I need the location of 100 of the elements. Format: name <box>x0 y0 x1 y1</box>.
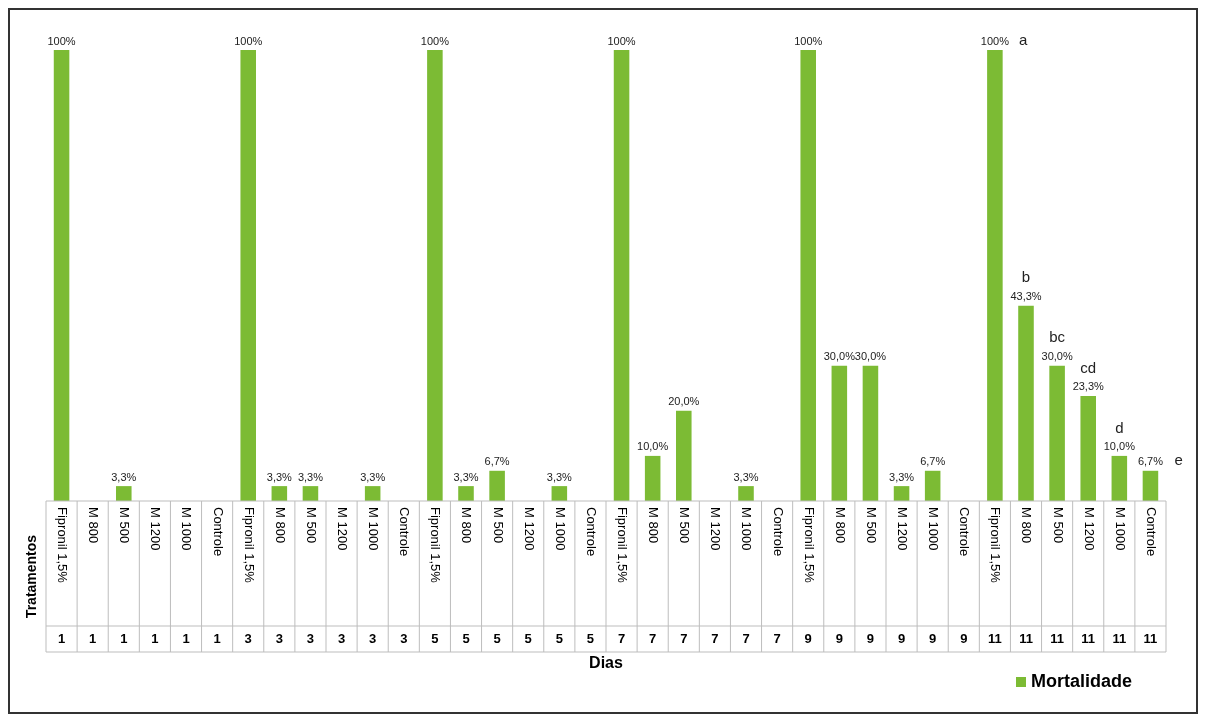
text: 9 <box>960 630 968 646</box>
x-tick-label: M 800 <box>1019 507 1035 544</box>
x-tick-label: M 1000 <box>366 507 382 551</box>
x-tick-label: M 800 <box>272 507 288 544</box>
data-label: 3,3% <box>111 470 137 483</box>
text: 3 <box>275 630 283 646</box>
text: 1 <box>57 630 66 646</box>
text: 1 <box>182 630 190 646</box>
text: 3 <box>400 630 408 646</box>
bar <box>613 50 630 501</box>
text: 7 <box>617 630 626 646</box>
data-label: 100% <box>234 34 263 47</box>
bar <box>364 486 381 501</box>
x-tick-label: Controle <box>397 507 413 557</box>
data-label: 6,7% <box>920 455 946 468</box>
x-tick-label: M 1200 <box>1081 507 1097 551</box>
data-label: 100% <box>47 34 76 47</box>
data-label: 100% <box>794 34 823 47</box>
x-tick-label: M 1000 <box>1112 507 1128 551</box>
data-label: 100% <box>420 34 450 47</box>
x-tick-label: M 800 <box>86 507 102 544</box>
x-tick-label: Fipronil 1,5% <box>801 507 817 584</box>
text: 1 <box>89 630 97 646</box>
text: 5 <box>462 630 470 646</box>
x-tick-label: M 500 <box>303 507 319 544</box>
y-axis-title: Tratamentos <box>22 534 39 619</box>
text: 7 <box>711 630 719 646</box>
annotation: d <box>1115 418 1124 436</box>
x-axis-title: Dias <box>589 654 623 672</box>
data-label: 30,0% <box>1041 350 1073 363</box>
bar <box>800 50 816 501</box>
text: 5 <box>493 630 501 646</box>
text: 5 <box>555 630 563 646</box>
data-label: 3,3% <box>889 470 915 483</box>
data-label: 20,0% <box>668 395 700 408</box>
annotation: cd <box>1080 358 1097 376</box>
annotation: bc <box>1049 328 1066 346</box>
bar <box>987 50 1003 501</box>
text: 1 <box>151 630 159 646</box>
x-tick-label: M 1000 <box>552 507 568 551</box>
bar <box>1111 455 1128 501</box>
bar <box>644 455 661 501</box>
data-label: 30,0% <box>823 350 856 363</box>
data-label: 3,3% <box>733 470 759 483</box>
x-tick-label: M 500 <box>117 507 133 544</box>
text: 3 <box>369 630 377 646</box>
bar <box>53 50 70 501</box>
bar <box>738 486 754 501</box>
text: 11 <box>1143 630 1158 646</box>
x-tick-label: Controle <box>583 507 599 557</box>
data-label: 3,3% <box>453 470 479 483</box>
text: 1 <box>213 630 221 646</box>
data-label: 3,3% <box>297 470 324 483</box>
bar <box>458 486 474 501</box>
x-tick-label: Fipronil 1,5% <box>54 507 70 584</box>
bar <box>676 410 692 501</box>
bar <box>893 486 910 501</box>
text: 9 <box>835 630 843 646</box>
annotation: b <box>1021 268 1031 286</box>
data-label: 30,0% <box>854 350 887 363</box>
bar <box>427 50 443 501</box>
bar <box>1018 305 1034 501</box>
x-tick-label: M 1200 <box>334 507 350 551</box>
x-tick-label: M 800 <box>646 507 662 544</box>
text: 5 <box>586 630 595 646</box>
x-tick-label: M 1200 <box>894 507 910 551</box>
bar <box>551 486 568 501</box>
x-tick-label: M 800 <box>459 507 475 544</box>
x-tick-label: Fipronil 1,5% <box>614 507 630 584</box>
data-label: 10,0% <box>637 440 669 453</box>
text: 5 <box>524 630 532 646</box>
data-label: 23,3% <box>1072 380 1105 393</box>
legend-label: Mortalidade <box>1031 670 1133 691</box>
bar <box>302 486 319 501</box>
data-label: 6,7% <box>1137 455 1164 468</box>
x-tick-label: M 1000 <box>926 507 942 551</box>
bar <box>831 365 848 501</box>
x-tick-label: Fipronil 1,5% <box>241 507 257 584</box>
text: 3 <box>306 630 315 646</box>
text: 7 <box>773 630 781 646</box>
text: a <box>1018 30 1028 48</box>
text: 3 <box>337 630 346 646</box>
x-tick-label: M 500 <box>1050 507 1066 544</box>
x-tick-label: M 500 <box>863 507 879 544</box>
x-tick-label: Controle <box>210 507 226 557</box>
bar <box>1142 470 1159 501</box>
text: 7 <box>680 630 688 646</box>
text: 9 <box>897 630 906 646</box>
text: 11 <box>1019 630 1033 646</box>
x-tick-label: M 500 <box>490 507 506 544</box>
text: 1 <box>120 630 128 646</box>
text: 5 <box>431 630 439 646</box>
text: e <box>1174 451 1183 469</box>
bar <box>1080 395 1096 501</box>
text: 9 <box>804 630 812 646</box>
bar <box>1049 365 1065 501</box>
bar <box>240 50 256 501</box>
x-tick-label: Controle <box>770 507 786 557</box>
x-tick-label: Fipronil 1,5% <box>428 507 444 584</box>
text: 11 <box>1081 630 1096 646</box>
